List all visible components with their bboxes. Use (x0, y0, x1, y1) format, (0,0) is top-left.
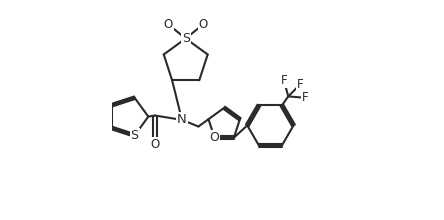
Text: O: O (163, 18, 173, 31)
Text: O: O (210, 131, 219, 144)
Text: N: N (177, 113, 187, 126)
Text: O: O (150, 138, 159, 151)
Text: F: F (297, 78, 303, 91)
Text: S: S (131, 129, 139, 142)
Text: F: F (281, 74, 287, 87)
Text: O: O (198, 18, 208, 31)
Text: S: S (182, 32, 190, 45)
Text: F: F (302, 91, 309, 104)
